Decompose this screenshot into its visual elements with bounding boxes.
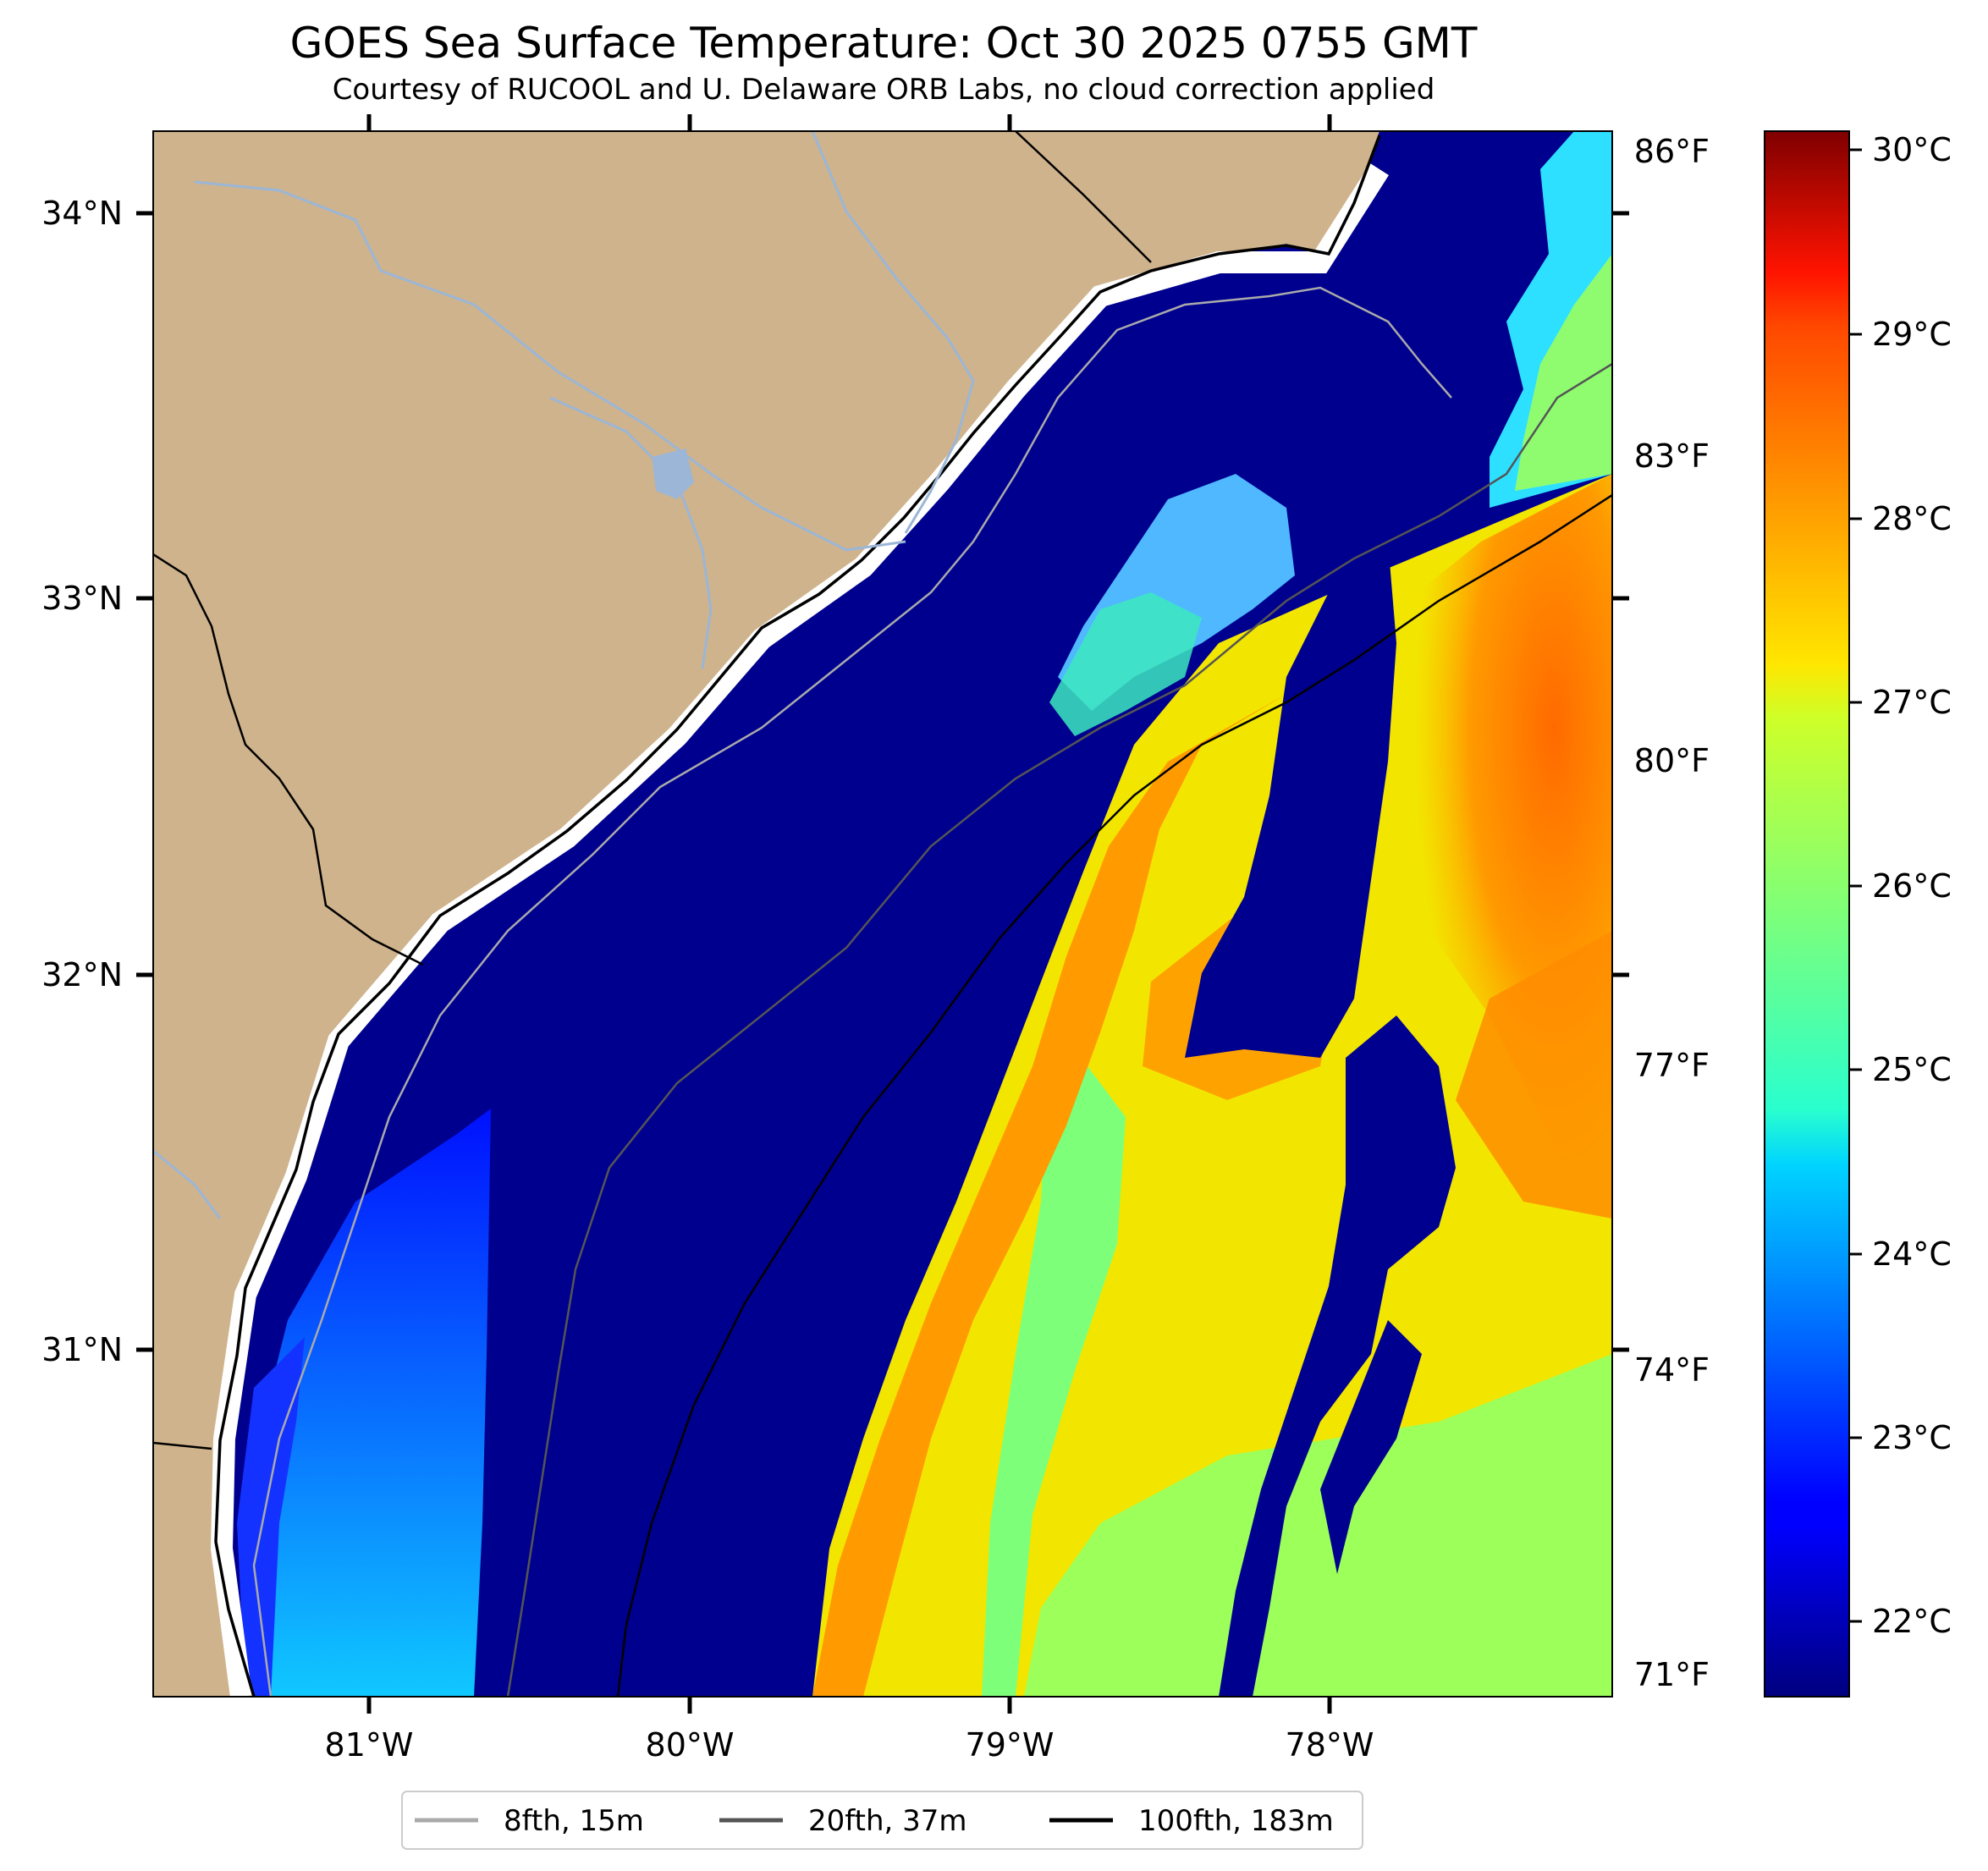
- nearshore-blue: [237, 1337, 305, 1697]
- colorbar: [1764, 130, 1850, 1698]
- isobath-8fth: [252, 286, 1452, 1697]
- lon-label-79w: 79°W: [966, 1726, 1055, 1764]
- land-mass: [153, 131, 1379, 1697]
- cold-filament-2: [1219, 1015, 1456, 1697]
- f-label-74: 74°F: [1634, 1351, 1710, 1389]
- c-label-23: 23°C: [1872, 1419, 1952, 1456]
- lat-label-34n: 34°N: [41, 195, 123, 232]
- coastline: [214, 135, 1381, 1697]
- warm-band-orange: [812, 694, 1286, 1697]
- lat-label-33n: 33°N: [41, 580, 123, 617]
- lat-label-32n: 32°N: [41, 956, 123, 993]
- river-1: [194, 180, 906, 552]
- gulf-stream-green: [1024, 1354, 1612, 1697]
- lon-label-78w: 78°W: [1286, 1726, 1374, 1764]
- c-label-27: 27°C: [1872, 684, 1952, 721]
- colorbar-labels: 30°C 29°C 28°C 27°C 26°C 25°C 24°C 23°C …: [1872, 131, 1952, 1640]
- river-3: [549, 396, 713, 669]
- lat-label-31n: 31°N: [41, 1331, 123, 1368]
- river-4: [153, 1149, 222, 1219]
- c-label-22: 22°C: [1872, 1603, 1952, 1640]
- isobath-100fth: [616, 493, 1612, 1697]
- c-label-25: 25°C: [1872, 1051, 1952, 1088]
- c-label-26: 26°C: [1872, 867, 1952, 905]
- sst-map: [153, 131, 1612, 1697]
- cold-filament-1: [1185, 474, 1396, 1058]
- ne-cool-region-green: [1515, 254, 1612, 491]
- f-label-71: 71°F: [1634, 1656, 1710, 1693]
- cold-filament-3: [1320, 1320, 1422, 1574]
- map-frame: [152, 130, 1613, 1698]
- c-label-24: 24°C: [1872, 1235, 1952, 1273]
- isobath-legend: 8fth, 15m 20fth, 37m 100fth, 183m: [401, 1791, 1363, 1850]
- colorbar-ticks: [1849, 148, 1862, 1623]
- shelf-green-band: [982, 1015, 1126, 1697]
- sw-blue-patch: [254, 1109, 491, 1697]
- river-lake: [652, 448, 694, 499]
- state-border-2: [1015, 131, 1152, 263]
- c-label-29: 29°C: [1872, 316, 1952, 353]
- f-label-83: 83°F: [1634, 437, 1710, 475]
- c-label-30: 30°C: [1872, 131, 1952, 168]
- fahrenheit-scale: 86°F 83°F 80°F 77°F 74°F 71°F: [1634, 133, 1710, 1693]
- c-label-28: 28°C: [1872, 500, 1952, 537]
- f-label-86: 86°F: [1634, 133, 1710, 170]
- legend-box: [401, 1791, 1363, 1850]
- map-ticks: [136, 114, 1629, 1714]
- state-border-1: [153, 553, 424, 966]
- isobath-20fth: [506, 362, 1612, 1697]
- lon-label-81w: 81°W: [325, 1726, 414, 1764]
- f-label-77: 77°F: [1634, 1047, 1710, 1084]
- warm-band-orange-3: [1456, 931, 1612, 1219]
- cool-shelf-patch-green: [1049, 592, 1202, 736]
- chart-subtitle: Courtesy of RUCOOL and U. Delaware ORB L…: [333, 73, 1435, 107]
- chart-title: GOES Sea Surface Temperature: Oct 30 202…: [290, 19, 1478, 68]
- f-label-80: 80°F: [1634, 742, 1710, 779]
- state-border-3: [153, 1441, 212, 1450]
- legend-label-20fth: 20fth, 37m: [808, 1804, 967, 1838]
- legend-label-8fth: 8fth, 15m: [504, 1804, 644, 1838]
- lon-label-80w: 80°W: [646, 1726, 735, 1764]
- legend-label-100fth: 100fth, 183m: [1138, 1804, 1334, 1838]
- river-2: [811, 131, 975, 534]
